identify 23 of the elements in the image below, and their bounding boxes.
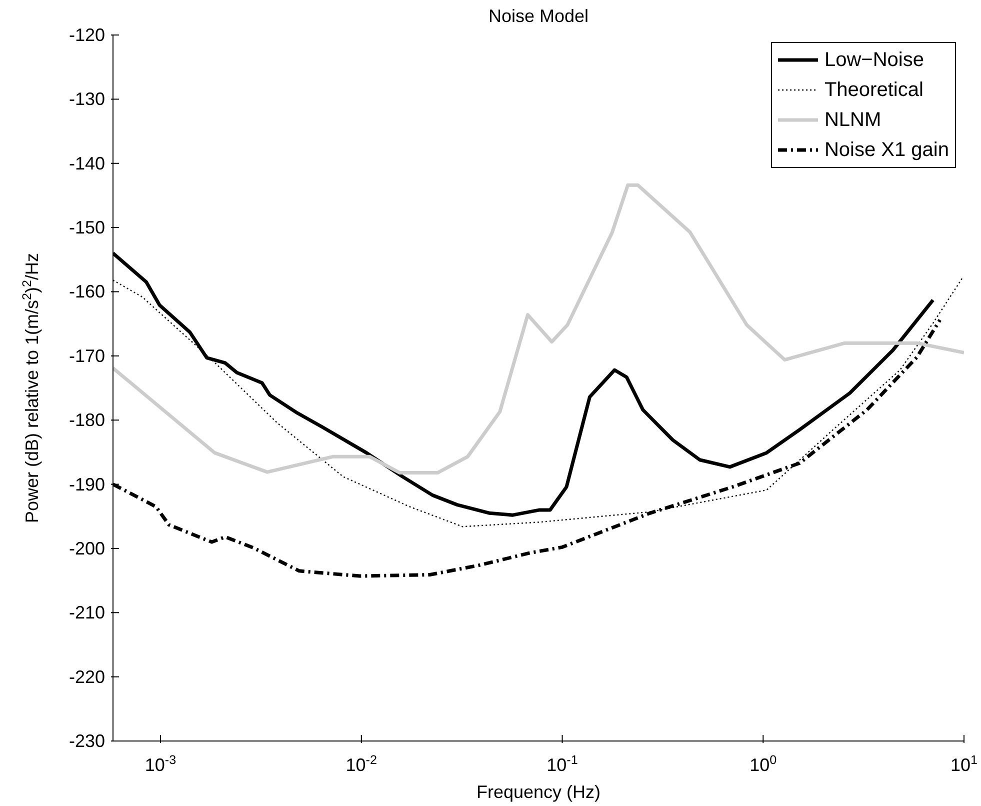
x-axis-title: Frequency (Hz) bbox=[476, 782, 601, 802]
y-tick-label: -160 bbox=[68, 282, 105, 302]
y-tick-label: -200 bbox=[68, 538, 105, 558]
x-tick-label: 10$^{0}$ bbox=[750, 753, 777, 775]
y-tick-label: -190 bbox=[68, 474, 105, 494]
x-tick-label: 10$^{-1}$ bbox=[546, 753, 578, 775]
x-tick-label: 10$^{-3}$ bbox=[144, 753, 176, 775]
y-tick-label: -130 bbox=[68, 89, 105, 110]
y-tick-label: -140 bbox=[68, 153, 105, 174]
x-tick-label: 10$^{1}$ bbox=[950, 753, 978, 775]
y-tick-label: -120 bbox=[68, 25, 105, 45]
x-tick-label: 10$^{-2}$ bbox=[346, 753, 378, 775]
y-tick-label: -230 bbox=[68, 731, 105, 751]
y-tick-label: -170 bbox=[68, 346, 105, 366]
chart-title: Noise Model bbox=[488, 6, 589, 26]
legend-label: Noise X1 gain bbox=[824, 138, 949, 162]
legend-label: Theoretical bbox=[824, 78, 924, 102]
y-tick-label: -220 bbox=[68, 666, 105, 687]
y-tick-label: -180 bbox=[68, 410, 105, 430]
y-tick-label: -150 bbox=[68, 218, 105, 238]
legend-label: Low−Noise bbox=[824, 48, 924, 72]
y-tick-label: -210 bbox=[68, 602, 105, 623]
legend-label: NLNM bbox=[824, 108, 882, 132]
